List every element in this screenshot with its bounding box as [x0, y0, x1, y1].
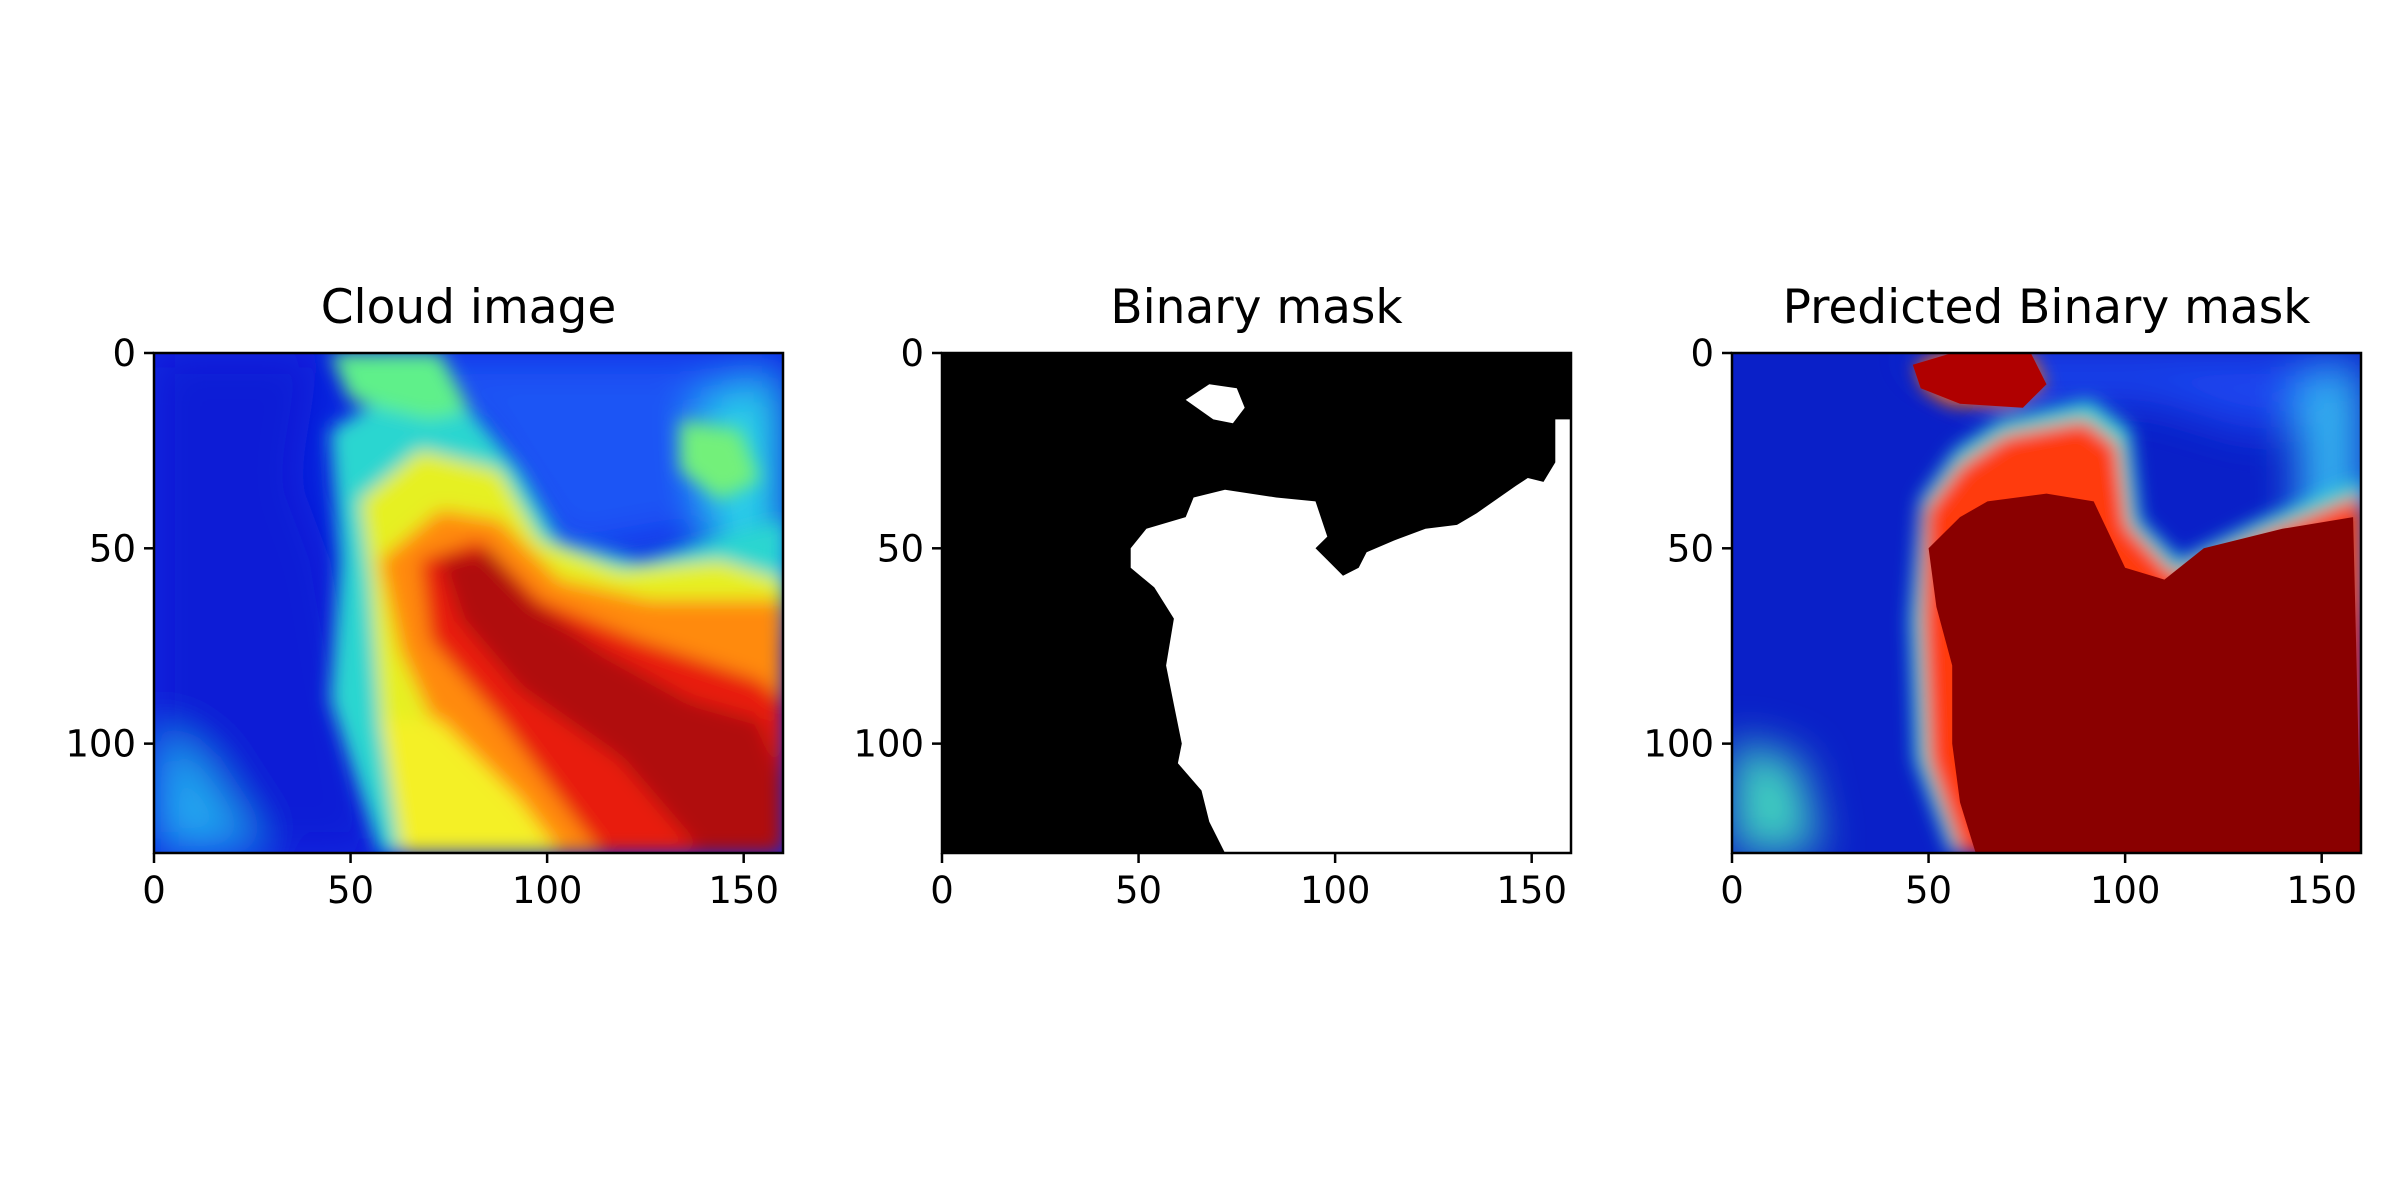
binary-mask-frame	[940, 351, 1573, 855]
binary-mask-xtick-label: 0	[930, 869, 954, 912]
cloud-image-xtick-label: 150	[708, 869, 779, 912]
cloud-image-frame	[152, 351, 785, 855]
panel-predicted-mask	[1730, 351, 2363, 855]
cloud-image-xtick-label: 100	[512, 869, 583, 912]
binary-mask-xtick-label: 50	[1115, 869, 1162, 912]
cloud-image-heatmap	[154, 353, 783, 853]
binary-mask-title: Binary mask	[1110, 280, 1403, 335]
predicted-mask-heatmap	[1732, 353, 2361, 853]
binary-mask-xtick-label: 100	[1300, 869, 1371, 912]
binary-mask-image	[942, 353, 1571, 853]
binary-mask-ytick-label: 0	[900, 332, 924, 375]
predicted-mask-ytick-label: 0	[1690, 332, 1714, 375]
panel-cloud-image	[152, 351, 785, 855]
predicted-mask-xtick-label: 100	[2090, 869, 2161, 912]
predicted-mask-top-region	[1912, 353, 2047, 408]
predicted-mask-cloud-region	[1928, 493, 2361, 853]
predicted-mask-frame	[1730, 351, 2363, 855]
binary-mask-small-cloud	[1185, 384, 1245, 424]
predicted-mask-title: Predicted Binary mask	[1782, 280, 2311, 335]
binary-mask-ytick-label: 100	[853, 723, 924, 766]
predicted-mask-xtick-label: 0	[1720, 869, 1744, 912]
panel-binary-mask	[940, 351, 1573, 855]
predicted-mask-xtick-label: 50	[1905, 869, 1952, 912]
binary-mask-xtick-label: 150	[1496, 869, 1567, 912]
cloud-image-ytick-label: 100	[65, 723, 136, 766]
predicted-mask-ytick-label: 50	[1667, 527, 1714, 570]
axes-layer: 0 50 100 150 0 50 100 0 50 100 150 0 50 100 0 50 100 150 0…	[65, 332, 2357, 912]
predicted-mask-ytick-label: 100	[1643, 723, 1714, 766]
cloud-image-xtick-label: 50	[327, 869, 374, 912]
binary-mask-ytick-label: 50	[877, 527, 924, 570]
binary-mask-cloud-region	[1130, 419, 1571, 853]
predicted-mask-xtick-label: 150	[2286, 869, 2357, 912]
cloud-image-ytick-label: 0	[112, 332, 136, 375]
cloud-image-title: Cloud image	[320, 280, 617, 335]
cloud-image-xtick-label: 0	[142, 869, 166, 912]
cloud-image-ytick-label: 50	[89, 527, 136, 570]
